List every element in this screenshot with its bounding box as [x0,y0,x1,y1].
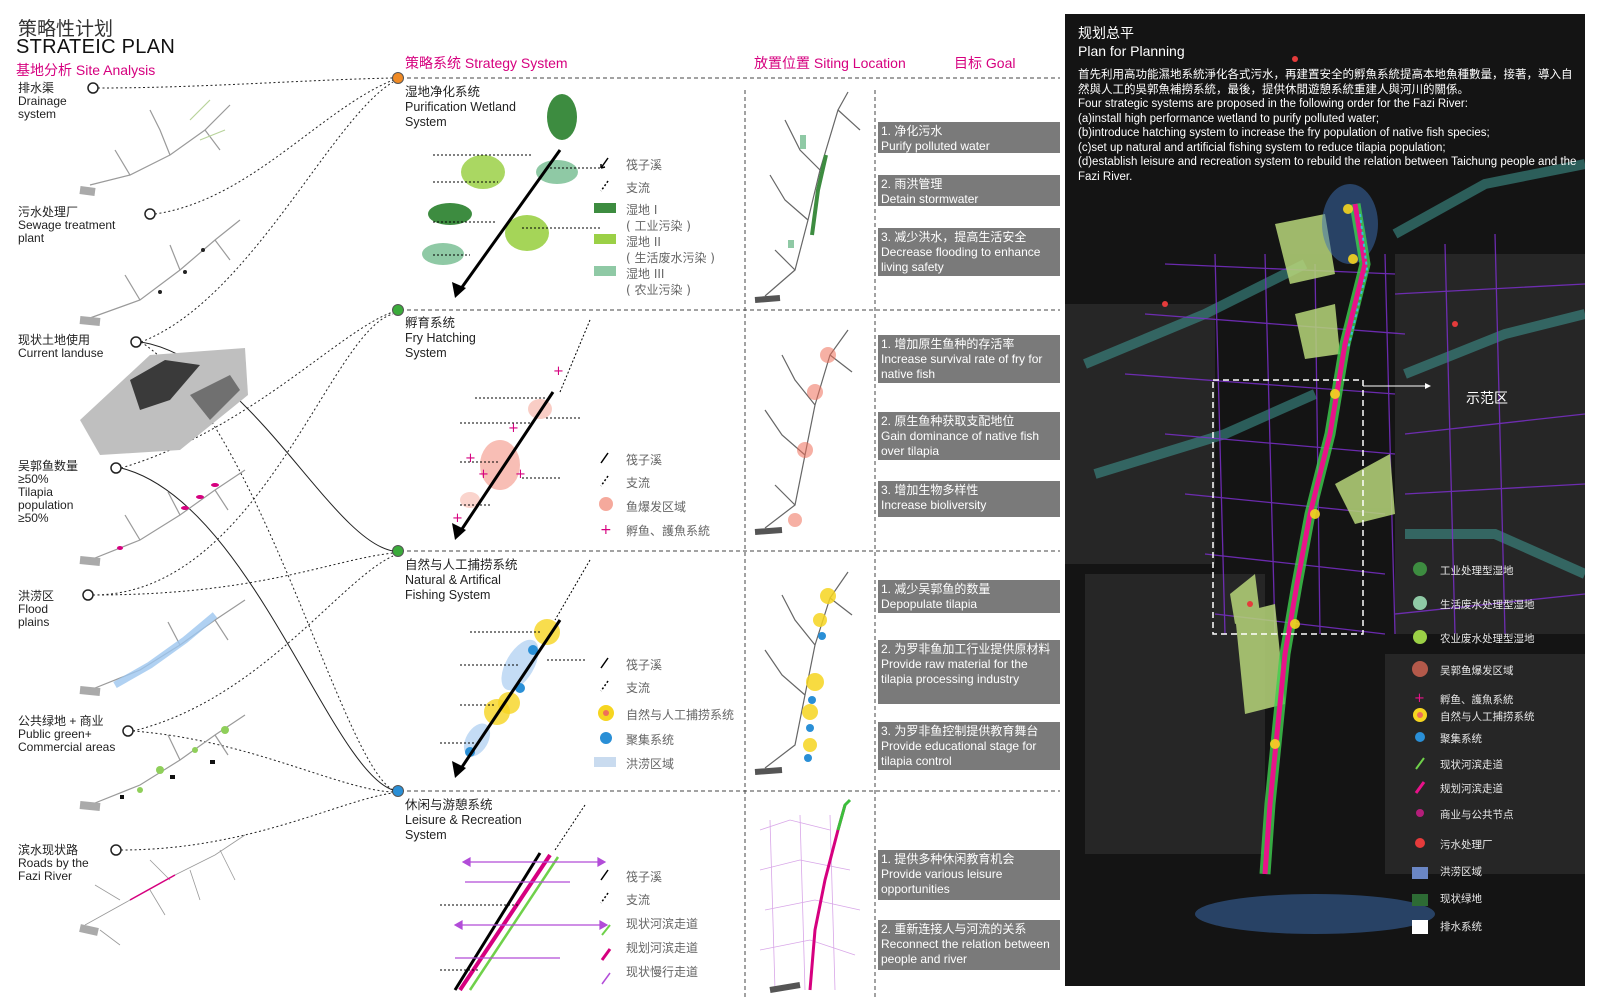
legend-wetland-2: 湿地 II [626,235,661,249]
thumb-flood [79,599,246,696]
map-legend-item: 自然与人工捕捞系统 [1440,711,1535,723]
siting-map-2 [754,329,853,535]
map-legend-item: 排水系统 [1440,921,1482,933]
goal-box: 2. 为罗非鱼加工行业提供原材料 Provide raw material for… [878,640,1060,704]
site-analysis-heading: 基地分析 Site Analysis [16,62,156,78]
legend-swatches: + [594,157,616,985]
thumb-roads [79,834,246,946]
map-legend-item: 孵鱼、護魚系統 [1440,694,1514,706]
legend-hatching: 孵鱼、護魚系統 [626,524,711,538]
site-label-drainage: 排水渠 Drainage system [18,81,67,121]
goal-box: 1. 净化污水 Purify polluted water [878,122,1060,153]
node-fishing [392,545,404,557]
map-title: 规划总平 Plan for Planning [1078,25,1185,59]
site-label-green: 公共绿地 + 商业 Public green+ Commercial areas [18,714,116,754]
map-legend-item: 洪涝区域 [1440,866,1482,878]
legend-wetland-3: 湿地 III [626,267,665,281]
svg-text:+: + [515,467,526,482]
legend-main-river: 筏子溪 [626,658,663,672]
svg-text:+: + [452,511,463,526]
wetland-diagram [422,94,600,298]
leisure-diagram [440,804,609,992]
svg-text:+: + [465,451,476,466]
svg-text:+: + [600,522,612,538]
node-hatching [392,304,404,316]
map-legend-item: 商业与公共节点 [1440,809,1514,821]
svg-text:+: + [553,364,564,379]
legend-fishing: 自然与人工捕捞系统 [626,708,735,722]
siting-header: 放置位置 Siting Location [754,55,906,71]
master-plan-drawing: + [1065,14,1585,986]
map-legend-item: 污水处理厂 [1440,839,1493,851]
site-label-flood: 洪涝区 Flood plains [18,589,55,629]
legend-wetland-1: 湿地 I [626,203,658,217]
svg-text:+: + [1414,691,1425,706]
master-plan-map: + [1065,14,1585,986]
demonstration-area-label: 示范区 [1466,391,1508,407]
map-legend-item: 现状绿地 [1440,893,1482,905]
map-legend-item: 现状河滨走道 [1440,759,1503,771]
legend-tributary: 支流 [626,476,651,490]
thumb-tilapia [79,469,246,566]
system-title-leisure: 休闲与游憩系统 Leisure & Recreation System [405,798,522,842]
map-legend-item: 生活废水处理型湿地 [1440,599,1535,611]
goal-box: 1. 增加原生鱼种的存活率 Increase survival rate of f… [878,335,1060,383]
thumb-sewage [79,219,241,326]
goal-box: 2. 原生鱼种获取支配地位 Gain dominance of native fi… [878,412,1060,460]
hatching-diagram: +++ + ++ [452,319,591,540]
diagram-canvas: +++ + ++ [79,72,1060,1000]
map-legend-item: 农业废水处理型湿地 [1440,633,1535,645]
svg-text:+: + [508,421,519,436]
legend-wetland-2-note: ( 生活废水污染 ) [626,251,715,265]
goal-box: 3. 为罗非鱼控制提供教育舞台 Provide educational stage… [878,722,1060,770]
siting-map-1 [754,91,861,303]
legend-flood: 洪涝区域 [626,757,675,771]
legend-planned-walkway: 规划河滨走道 [626,941,699,955]
siting-map-4 [759,814,861,991]
map-description: 首先利用高功能濕地系統淨化各式污水，再建置安全的孵魚系統提高本地魚種數量，接著，… [1078,69,1577,183]
strategy-header: 策略系统 Strategy System [405,55,568,71]
map-legend-item: 聚集系统 [1440,733,1482,745]
legend-wetland-3-note: ( 农业污染 ) [626,283,691,297]
goal-header: 目标 Goal [954,55,1016,71]
goal-box: 3. 增加生物多样性 Increase bioliversity [878,481,1060,517]
site-label-roads: 滨水现状路 Roads by the Fazi River [18,843,89,883]
legend-outbreak: 鱼爆发区域 [626,500,687,514]
map-legend-item: 规划河滨走道 [1440,783,1503,795]
site-label-sewage: 污水处理厂 Sewage treatment plant [18,205,116,245]
legend-tributary: 支流 [626,181,651,195]
legend-gathering: 聚集系统 [626,733,675,747]
legend-main-river: 筏子溪 [626,870,663,884]
legend-tributary: 支流 [626,893,651,907]
legend-wetland-1-note: ( 工业污染 ) [626,219,691,233]
legend-main-river: 筏子溪 [626,453,663,467]
map-legend-item: 吴郭鱼爆发区域 [1440,665,1514,677]
site-label-landuse: 现状土地使用 Current landuse [18,333,104,360]
svg-text:+: + [478,467,489,482]
goal-box: 2. 雨洪管理 Detain stormwater [878,175,1060,206]
legend-main-river: 筏子溪 [626,158,663,172]
legend-slow-path: 现状慢行走道 [626,965,699,979]
legend-existing-walkway: 现状河滨走道 [626,917,699,931]
system-title-fishing: 自然与人工捕捞系统 Natural & Artifical Fishing Sys… [405,558,518,602]
node-leisure [392,785,404,797]
goal-box: 3. 减少洪水，提高生活安全 Decrease flooding to enhan… [878,228,1060,276]
system-title-wetland: 湿地净化系统 Purification Wetland System [405,85,516,129]
title-cn: 策略性计划 [18,18,114,40]
node-wetland [392,72,404,84]
site-label-tilapia: 吴郭鱼数量 ≥50% Tilapia population ≥50% [18,459,79,525]
system-title-hatching: 孵育系统 Fry Hatching System [405,316,476,360]
goal-box: 1. 提供多种休闲教育机会 Provide various leisure opp… [878,850,1060,900]
map-legend-item: 工业处理型湿地 [1440,565,1514,577]
siting-map-3 [754,571,853,775]
demonstration-area-box [1212,379,1364,635]
thumb-drainage [79,99,231,196]
legend-tributary: 支流 [626,681,651,695]
fishing-diagram [440,559,591,778]
title-en: STRATEIC PLAN [16,36,176,58]
goal-box: 1. 减少吴郭鱼的数量 Depopulate tilapia [878,580,1060,613]
goal-box: 2. 重新连接人与河流的关系 Reconnect the relation bet… [878,920,1060,970]
